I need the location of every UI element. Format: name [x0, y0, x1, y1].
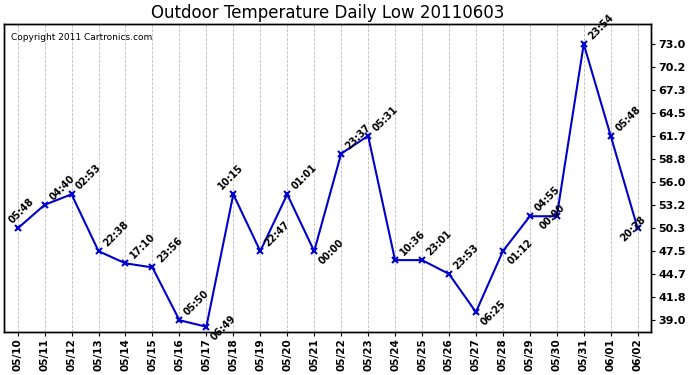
Text: 23:56: 23:56	[155, 236, 184, 265]
Text: 17:10: 17:10	[128, 232, 157, 261]
Text: 10:36: 10:36	[398, 228, 427, 257]
Text: 20:28: 20:28	[618, 214, 647, 244]
Text: 23:37: 23:37	[344, 122, 373, 151]
Text: 01:12: 01:12	[506, 237, 535, 267]
Text: 22:38: 22:38	[101, 219, 130, 248]
Text: 06:25: 06:25	[479, 298, 508, 327]
Text: 00:00: 00:00	[538, 202, 566, 231]
Text: 10:15: 10:15	[217, 162, 246, 192]
Text: 04:55: 04:55	[533, 184, 562, 213]
Text: 05:31: 05:31	[371, 104, 400, 133]
Text: 06:49: 06:49	[209, 313, 238, 342]
Title: Outdoor Temperature Daily Low 20110603: Outdoor Temperature Daily Low 20110603	[151, 4, 504, 22]
Text: 05:48: 05:48	[613, 104, 642, 133]
Text: 02:53: 02:53	[75, 162, 104, 192]
Text: 00:00: 00:00	[317, 237, 346, 267]
Text: 23:54: 23:54	[586, 12, 615, 41]
Text: 01:01: 01:01	[290, 162, 319, 192]
Text: Copyright 2011 Cartronics.com: Copyright 2011 Cartronics.com	[10, 33, 152, 42]
Text: 05:48: 05:48	[6, 196, 36, 226]
Text: 23:01: 23:01	[425, 228, 454, 257]
Text: 05:50: 05:50	[182, 288, 211, 318]
Text: 23:53: 23:53	[452, 242, 481, 271]
Text: 22:47: 22:47	[263, 219, 292, 248]
Text: 04:40: 04:40	[48, 173, 77, 202]
